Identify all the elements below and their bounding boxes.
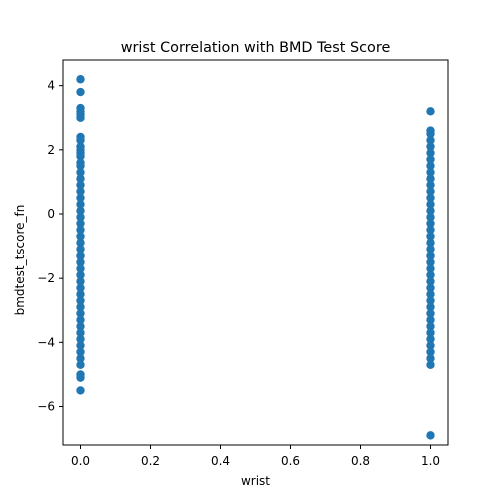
scatter-point — [76, 200, 85, 209]
y-tick-label: 0 — [47, 207, 55, 221]
scatter-point — [76, 277, 85, 286]
scatter-point — [426, 161, 435, 171]
scatter-point — [426, 431, 435, 440]
scatter-point — [426, 322, 435, 331]
scatter-point — [426, 270, 435, 280]
scatter-point — [76, 87, 85, 97]
scatter-point — [426, 251, 435, 260]
plot-frame — [62, 59, 449, 446]
scatter-point — [76, 354, 85, 363]
scatter-point — [426, 245, 435, 254]
scatter-point — [76, 152, 85, 161]
scatter-point — [426, 264, 435, 273]
scatter-point — [426, 354, 435, 363]
scatter-point — [76, 302, 85, 312]
scatter-point — [426, 168, 435, 177]
chart-title: wrist Correlation with BMD Test Score — [121, 40, 391, 56]
y-axis-ticks: −6 −4 −2 0 2 4 — [37, 79, 63, 414]
scatter-point — [76, 136, 85, 145]
scatter-point — [76, 213, 85, 222]
scatter-point — [426, 155, 435, 164]
scatter-point — [426, 309, 435, 318]
scatter-point — [76, 161, 85, 171]
scatter-point — [76, 315, 85, 325]
scatter-point — [426, 142, 435, 151]
x-tick-label: 0.4 — [211, 454, 230, 468]
scatter-point — [426, 315, 435, 325]
scatter-point — [76, 283, 85, 292]
scatter-point — [426, 136, 435, 145]
y-tick-label: 4 — [47, 79, 55, 93]
scatter-point — [76, 245, 85, 254]
x-tick-label: 0.8 — [351, 454, 370, 468]
scatter-point — [426, 193, 435, 203]
scatter-point — [426, 219, 435, 228]
y-tick-label: 2 — [47, 143, 55, 157]
scatter-point — [76, 75, 85, 84]
scatter-point — [76, 309, 85, 318]
scatter-point — [426, 341, 435, 350]
scatter-point — [426, 302, 435, 312]
x-tick-label: 1.0 — [421, 454, 440, 468]
scatter-point — [76, 322, 85, 331]
x-tick-label: 0.2 — [141, 454, 160, 468]
scatter-point — [426, 257, 435, 267]
scatter-point — [76, 187, 85, 196]
scatter-point — [76, 174, 85, 183]
scatter-point — [426, 328, 435, 337]
scatter-point — [426, 200, 435, 209]
scatter-point — [76, 360, 85, 369]
scatter-point — [426, 225, 435, 235]
scatter-point — [76, 168, 85, 177]
scatter-point — [426, 238, 435, 248]
scatter-point — [426, 148, 435, 158]
x-tick-label: 0.0 — [71, 454, 90, 468]
scatter-point — [76, 193, 85, 203]
x-axis-ticks: 0.0 0.2 0.4 0.6 0.8 1.0 — [71, 445, 440, 468]
scatter-point — [426, 129, 435, 138]
scatter-point — [76, 373, 85, 382]
scatter-point — [426, 174, 435, 183]
scatter-point — [76, 264, 85, 273]
scatter-point — [76, 180, 85, 190]
scatter-point — [76, 290, 85, 299]
scatter-point — [76, 257, 85, 267]
scatter-point — [76, 386, 85, 395]
scatter-point — [426, 334, 435, 344]
y-tick-label: −2 — [37, 271, 55, 285]
scatter-point — [426, 206, 435, 215]
scatter-point — [76, 232, 85, 241]
scatter-point — [426, 347, 435, 357]
x-axis-label: wrist — [241, 474, 270, 488]
scatter-point — [76, 347, 85, 357]
scatter-point — [76, 206, 85, 215]
scatter-point — [76, 334, 85, 344]
scatter-point — [76, 238, 85, 248]
scatter-point — [426, 296, 435, 305]
scatter-point — [426, 277, 435, 286]
y-tick-label: −6 — [37, 400, 55, 414]
scatter-point — [426, 290, 435, 299]
scatter-point — [426, 107, 435, 116]
data-points — [76, 75, 435, 440]
scatter-point — [426, 283, 435, 292]
scatter-point — [426, 180, 435, 190]
scatter-point — [426, 213, 435, 222]
y-tick-label: −4 — [37, 335, 55, 349]
scatter-point — [76, 341, 85, 350]
scatter-point — [76, 296, 85, 305]
scatter-point — [76, 113, 85, 122]
scatter-point — [426, 187, 435, 196]
scatter-point — [76, 328, 85, 337]
scatter-point — [426, 232, 435, 241]
scatter-point — [426, 360, 435, 369]
scatter-point — [76, 251, 85, 260]
scatter-point — [76, 219, 85, 228]
scatter-point — [76, 270, 85, 280]
scatter-point — [76, 225, 85, 235]
y-axis-label: bmdtest_tscore_fn — [13, 205, 27, 316]
x-tick-label: 0.6 — [281, 454, 300, 468]
